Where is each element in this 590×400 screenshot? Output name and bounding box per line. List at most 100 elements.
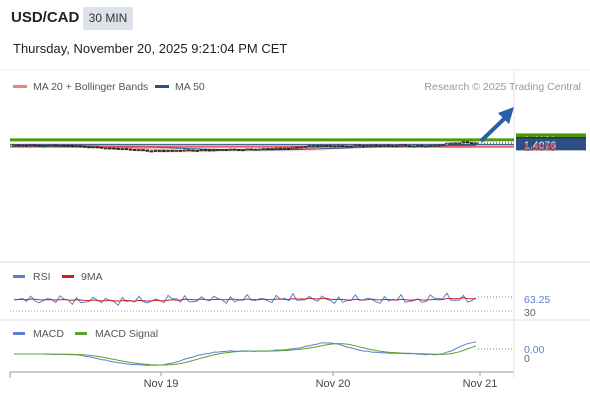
candle-body [357,144,362,147]
forecast-arrow-up [479,107,514,143]
candle-body [457,142,462,145]
candle-body [182,149,187,152]
candle-body [62,145,66,147]
candle-body [453,142,457,145]
candle-body [187,149,191,152]
ma50-legend-label: MA 50 [175,81,205,93]
candle-body [83,145,87,148]
candle-body [345,145,349,148]
macd-legend-swatch [13,332,25,335]
ma50-legend-swatch [155,85,169,88]
candle-body [216,149,220,152]
candle-body [461,141,466,144]
candle-body [170,150,174,152]
candle-body [320,145,324,147]
rsi-legend-label: RSI [33,271,51,283]
x-tick-nov20: Nov 20 [316,378,351,390]
candle-body [390,145,395,148]
candle-body [370,144,374,147]
candle-body [474,142,478,145]
candle-body [249,148,254,151]
candle-body [407,145,412,148]
research-credit: Research © 2025 Trading Central [424,81,581,93]
candle-body [261,148,266,151]
candle-body [424,145,428,148]
level-label-support: 1.4045 [524,142,556,154]
candle-body [236,149,241,151]
timeframe-button[interactable]: 30 MIN [83,7,133,30]
candle-body [411,145,416,148]
level-tag-pivot [516,138,586,151]
candle-body [420,145,424,147]
candle-body [28,144,33,147]
candle-body [336,145,341,147]
candle-body [307,145,312,147]
candle-body [153,150,158,152]
rsi-line [14,292,477,307]
candle-body [245,148,249,151]
candle-body [340,145,345,147]
candle-body [145,149,150,152]
level-label-support: 1.4057 [524,141,556,153]
candle-body [24,144,29,147]
candle-body [257,148,262,151]
candle-body [436,144,441,147]
candle-body [103,147,108,150]
candle-body [295,146,299,149]
candle-body [469,142,474,145]
chart-datetime: Thursday, November 20, 2025 9:21:04 PM C… [13,41,288,56]
candle-body [16,144,21,147]
candle-body [395,145,399,148]
candle-body [132,149,137,151]
rsi-ma-legend-swatch [62,275,74,278]
candle-body [382,144,387,147]
candle-body [74,145,79,148]
candle-body [124,148,129,151]
candle-body [228,148,233,151]
candle-body [53,144,58,147]
candle-body [203,149,208,152]
candle-body [270,148,274,151]
candle-body [207,149,212,152]
candle-body [274,147,279,150]
macd-zero-label: 0 [524,353,530,365]
candle-body [107,147,112,150]
rsi-value-label: 63.25 [524,294,550,306]
candle-body [399,144,403,147]
candle-body [99,146,104,149]
candle-body [120,148,125,151]
macd-signal-legend-label: MACD Signal [95,328,158,340]
rsi-legend-swatch [13,275,25,278]
rsi-ma-line [14,297,476,302]
candle-body [116,147,120,150]
candle-body [137,149,141,152]
macd-legend-label: MACD [33,328,64,340]
candle-body [444,142,449,146]
candle-body [91,146,95,149]
candle-body [278,147,283,150]
candle-body [449,142,453,145]
candle-body [178,150,183,152]
candle-body [328,145,333,147]
candle-body [465,141,470,144]
candle-body [95,146,100,149]
candle-body [332,145,337,148]
candle-body [45,144,50,147]
candle-body [324,145,328,147]
candle-body [174,150,179,152]
candle-body [365,145,370,147]
candle-body [286,147,291,150]
candle-body [20,144,25,147]
ma20-legend-label: MA 20 + Bollinger Bands [33,81,148,93]
candle-body [157,150,162,152]
candle-body [353,144,358,147]
candle-body [266,148,270,151]
candle-body [386,144,391,147]
candle-body [141,149,145,152]
candle-body [374,144,378,147]
macd-signal-line [14,343,477,366]
candle-body [37,144,41,147]
candle-body [166,150,170,152]
candle-body [241,149,245,152]
